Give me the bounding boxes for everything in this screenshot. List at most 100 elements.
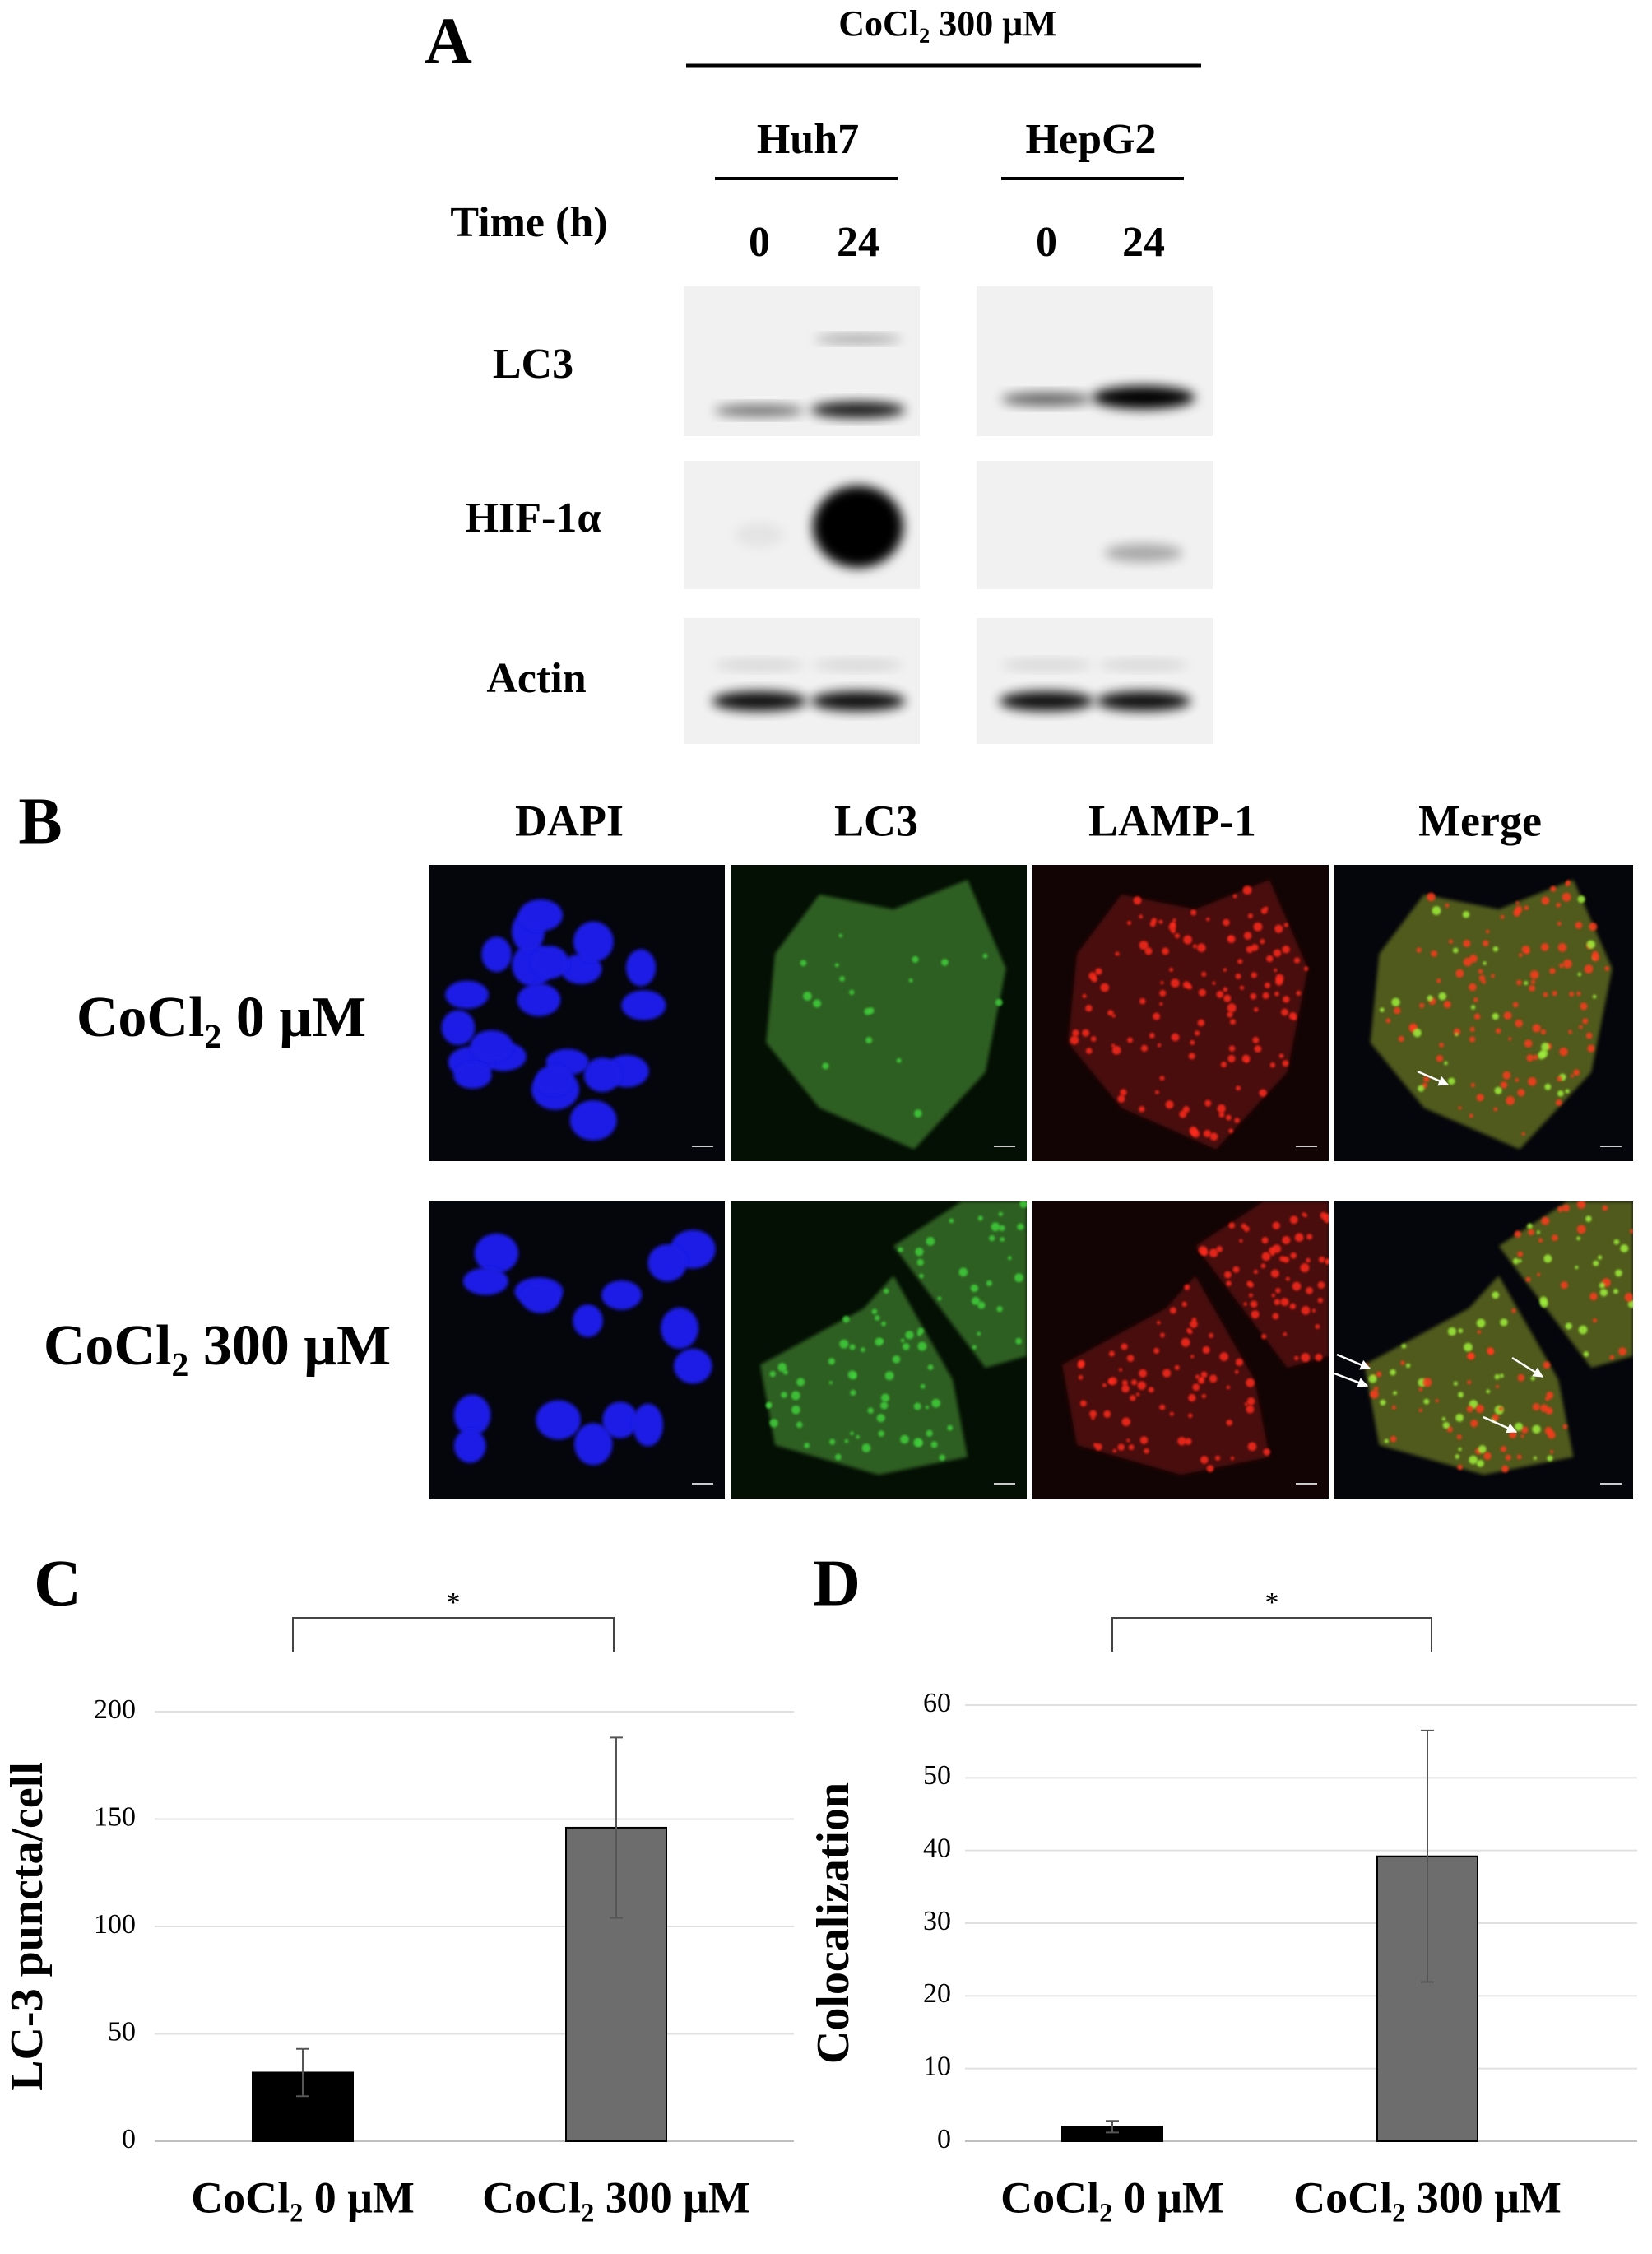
puncta xyxy=(1269,1062,1276,1068)
condition-label: CoCl₂ 0 μM xyxy=(77,986,366,1049)
puncta xyxy=(1575,922,1583,929)
puncta xyxy=(927,1364,934,1370)
nucleus xyxy=(573,921,614,962)
puncta xyxy=(1469,1026,1475,1032)
cell-body xyxy=(1195,1201,1329,1369)
cell-line-label: Huh7 xyxy=(757,116,859,163)
puncta xyxy=(1530,979,1536,984)
x-tick-label: CoCl₂ 300 μM xyxy=(482,2173,750,2222)
puncta xyxy=(1525,1276,1531,1282)
puncta xyxy=(1190,909,1197,916)
puncta xyxy=(1192,944,1197,949)
puncta xyxy=(822,1062,829,1070)
protein-label: HIF-1α xyxy=(466,495,601,541)
puncta xyxy=(1162,947,1169,955)
puncta xyxy=(1502,1071,1511,1080)
puncta xyxy=(1198,988,1206,997)
nucleus xyxy=(573,1423,613,1466)
puncta xyxy=(1467,1380,1472,1385)
puncta xyxy=(1498,1406,1504,1411)
puncta xyxy=(769,1419,778,1428)
puncta xyxy=(982,953,988,959)
puncta xyxy=(912,955,919,963)
puncta xyxy=(1473,997,1478,1002)
puncta xyxy=(1188,1393,1196,1402)
protein-label: LC3 xyxy=(493,341,573,388)
puncta xyxy=(1160,981,1164,985)
puncta xyxy=(1458,1106,1462,1110)
puncta xyxy=(839,1339,849,1349)
puncta xyxy=(949,1218,954,1224)
puncta xyxy=(1181,1301,1187,1307)
arrow xyxy=(1334,1372,1369,1387)
puncta xyxy=(1201,971,1207,977)
puncta xyxy=(1234,1118,1240,1123)
micrograph-content xyxy=(441,899,666,1141)
time-point: 24 xyxy=(1122,219,1165,266)
puncta xyxy=(998,1211,1003,1216)
puncta xyxy=(1470,1083,1475,1088)
puncta xyxy=(1253,922,1263,932)
nucleus xyxy=(520,1282,561,1313)
puncta xyxy=(1380,1399,1386,1406)
puncta xyxy=(1093,1443,1097,1448)
nucleus xyxy=(453,1062,492,1090)
puncta xyxy=(1478,969,1483,974)
puncta xyxy=(867,1007,875,1015)
puncta xyxy=(1576,991,1581,997)
puncta xyxy=(1566,880,1571,885)
puncta xyxy=(1260,939,1265,945)
puncta xyxy=(1469,1455,1478,1465)
puncta xyxy=(1246,1397,1255,1406)
puncta xyxy=(1200,1456,1209,1464)
nucleus xyxy=(621,990,666,1020)
puncta xyxy=(1182,1106,1190,1113)
puncta xyxy=(1503,1011,1512,1020)
puncta xyxy=(1159,1002,1163,1006)
significance-label: * xyxy=(1265,1587,1279,1618)
puncta xyxy=(1473,1013,1481,1020)
puncta xyxy=(986,1280,992,1286)
puncta xyxy=(1082,993,1087,998)
puncta xyxy=(1512,1257,1520,1265)
puncta xyxy=(1204,1099,1212,1107)
nucleus xyxy=(536,1400,581,1440)
panel-label: D xyxy=(813,1547,861,1620)
nucleus xyxy=(674,1348,712,1384)
puncta xyxy=(1103,1410,1111,1418)
puncta xyxy=(1442,1421,1450,1429)
puncta xyxy=(1466,1406,1473,1413)
puncta xyxy=(1172,918,1176,923)
significance-bracket xyxy=(1111,1617,1432,1652)
puncta xyxy=(1463,957,1473,967)
puncta xyxy=(939,1454,945,1461)
puncta xyxy=(1138,1369,1148,1378)
puncta xyxy=(896,1057,902,1063)
blot-strip xyxy=(977,618,1213,744)
puncta xyxy=(1550,885,1557,892)
blot-band xyxy=(714,405,805,416)
puncta xyxy=(1520,1434,1524,1438)
puncta xyxy=(1194,1030,1200,1036)
puncta xyxy=(1121,1384,1130,1393)
puncta xyxy=(1513,909,1521,917)
puncta xyxy=(850,1389,856,1396)
puncta xyxy=(1575,1266,1579,1270)
puncta xyxy=(1070,1035,1079,1045)
error-bar xyxy=(1421,1729,1434,1983)
puncta xyxy=(1272,1313,1279,1320)
puncta xyxy=(1562,1424,1568,1429)
blot-band xyxy=(714,660,805,670)
puncta xyxy=(880,1401,889,1410)
puncta xyxy=(1144,947,1153,955)
nucleus xyxy=(470,1029,513,1062)
nucleus xyxy=(462,1267,508,1295)
puncta xyxy=(999,1225,1005,1232)
puncta xyxy=(1237,959,1243,964)
blot-band xyxy=(813,486,903,568)
puncta xyxy=(1550,1450,1554,1454)
puncta xyxy=(1311,1308,1316,1313)
puncta xyxy=(1427,995,1433,1002)
puncta xyxy=(1203,1129,1212,1138)
nucleus xyxy=(625,949,657,987)
